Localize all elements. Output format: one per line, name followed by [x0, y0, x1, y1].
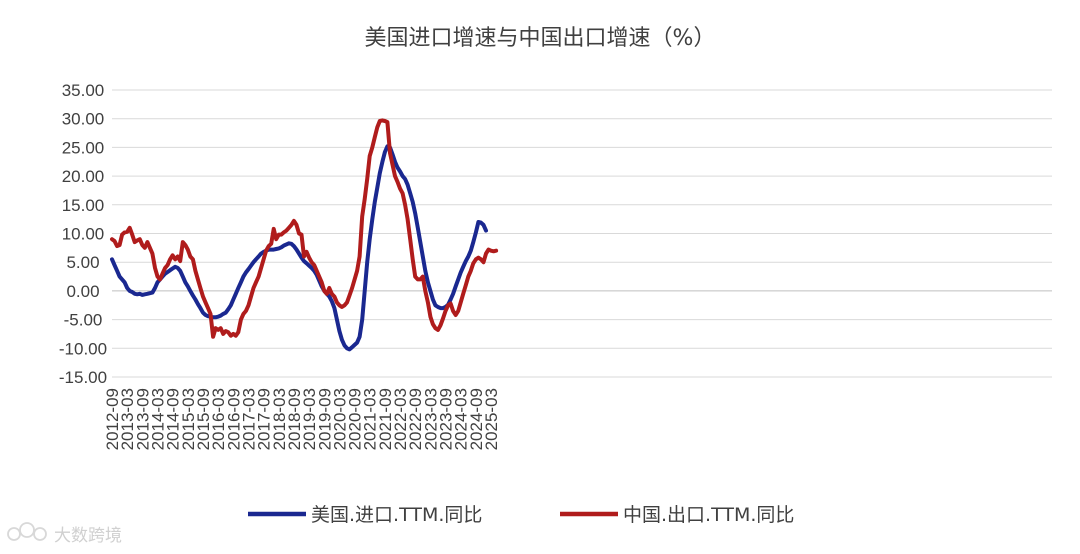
x-tick-label: 2017-09 [255, 388, 274, 450]
x-tick-label: 2013-09 [133, 388, 152, 450]
grid-lines [112, 89, 1052, 378]
y-tick-label: 0.00 [66, 282, 99, 301]
x-tick-label: 2015-03 [179, 388, 198, 450]
y-tick-label: -15.00 [59, 368, 107, 387]
x-tick-label: 2014-03 [148, 388, 167, 450]
series-line-china-exports [110, 118, 499, 339]
x-tick-label: 2016-03 [209, 388, 228, 450]
legend-label-china-exports: 中国.出口.TTM.同比 [623, 504, 794, 526]
x-tick-label: 2023-03 [421, 388, 440, 450]
y-tick-label: -10.00 [59, 339, 107, 358]
watermark-text: 大数跨境 [54, 526, 122, 546]
x-tick-label: 2021-09 [376, 388, 395, 450]
y-tick-label: 35.00 [62, 81, 105, 100]
x-tick-label: 2015-09 [194, 388, 213, 450]
x-tick-label: 2022-09 [406, 388, 425, 450]
x-tick-label: 2013-03 [118, 388, 137, 450]
legend-label-us-imports: 美国.进口.TTM.同比 [311, 504, 482, 526]
y-tick-label: 20.00 [62, 167, 105, 186]
y-axis: 35.00 30.00 25.00 20.00 15.00 10.00 5.00 0.00 -5… [59, 81, 107, 387]
x-tick-label: 2020-03 [330, 388, 349, 450]
legend: 美国.进口.TTM.同比 中国.出口.TTM.同比 [248, 504, 794, 526]
y-tick-label: 15.00 [62, 196, 105, 215]
y-tick-label: 30.00 [62, 110, 105, 129]
y-tick-label: 10.00 [62, 225, 105, 244]
x-tick-label: 2016-09 [224, 388, 243, 450]
x-tick-label: 2019-03 [300, 388, 319, 450]
watermark-logo-icon [7, 522, 47, 541]
x-tick-label: 2024-03 [452, 388, 471, 450]
x-tick-label: 2018-03 [270, 388, 289, 450]
x-tick-label: 2024-09 [467, 388, 486, 450]
series-lines [110, 118, 499, 352]
watermark: 大数跨境 [7, 522, 122, 546]
x-tick-label: 2017-03 [239, 388, 258, 450]
x-tick-label: 2019-09 [315, 388, 334, 450]
x-tick-label: 2012-09 [103, 388, 122, 450]
y-tick-label: 5.00 [66, 253, 99, 272]
x-tick-label: 2023-09 [437, 388, 456, 450]
series-line-us-imports [110, 144, 488, 352]
x-tick-label: 2021-03 [361, 388, 380, 450]
chart-title: 美国进口增速与中国出口增速（%） [365, 26, 716, 51]
x-tick-label: 2014-09 [164, 388, 183, 450]
x-tick-label: 2018-09 [285, 388, 304, 450]
x-tick-label: 2020-09 [346, 388, 365, 450]
x-axis: 2012-092013-032013-092014-032014-092015-… [103, 388, 501, 450]
y-tick-label: -5.00 [64, 311, 103, 330]
x-tick-label: 2025-03 [482, 388, 501, 450]
y-tick-label: 25.00 [62, 138, 105, 157]
x-tick-label: 2022-03 [391, 388, 410, 450]
